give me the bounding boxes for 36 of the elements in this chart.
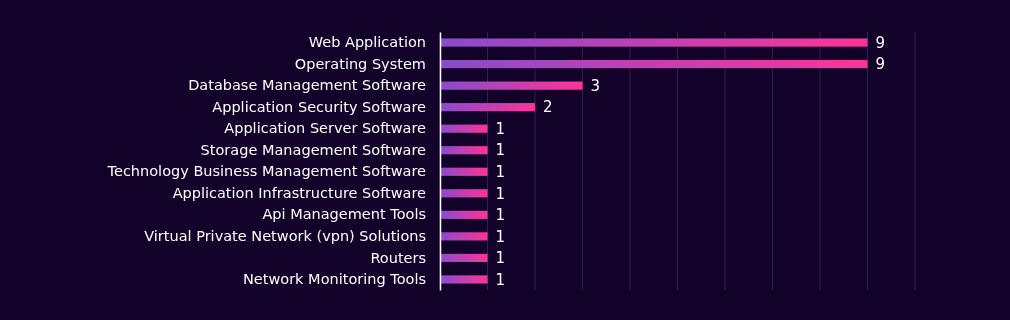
data-label: 3 xyxy=(590,76,601,95)
bar xyxy=(440,189,488,198)
y-tick-label: Application Server Software xyxy=(224,120,427,137)
y-tick-label: Network Monitoring Tools xyxy=(242,271,426,288)
bar xyxy=(440,275,488,284)
data-label: 1 xyxy=(495,163,506,182)
bar xyxy=(440,167,488,176)
bar xyxy=(440,81,583,90)
bar xyxy=(440,124,488,133)
y-tick-label: Routers xyxy=(370,249,426,266)
y-tick-label: Api Management Tools xyxy=(262,206,426,223)
data-label: 2 xyxy=(543,98,553,117)
data-label: 1 xyxy=(495,270,506,289)
data-label: 1 xyxy=(495,249,506,268)
y-tick-label: Application Security Software xyxy=(212,98,427,115)
bar xyxy=(440,232,488,241)
data-label: 1 xyxy=(495,184,506,203)
bar xyxy=(440,146,488,155)
y-tick-label: Storage Management Software xyxy=(200,141,427,158)
data-label: 1 xyxy=(495,206,506,225)
bar xyxy=(440,60,868,69)
y-tick-label: Operating System xyxy=(294,55,426,72)
bar xyxy=(440,38,868,47)
data-label: 9 xyxy=(875,55,886,74)
y-tick-label: Application Infrastructure Software xyxy=(172,184,427,201)
y-tick-label: Virtual Private Network (vpn) Solutions xyxy=(144,228,426,245)
bar xyxy=(440,253,488,262)
bar xyxy=(440,210,488,219)
data-label: 9 xyxy=(875,33,886,52)
y-tick-label: Web Application xyxy=(308,34,426,51)
data-label: 1 xyxy=(495,119,506,138)
bar xyxy=(440,103,535,112)
y-tick-label: Database Management Software xyxy=(188,77,427,94)
data-label: 1 xyxy=(495,141,506,160)
data-label: 1 xyxy=(495,227,506,246)
y-tick-label: Technology Business Management Software xyxy=(106,163,427,180)
